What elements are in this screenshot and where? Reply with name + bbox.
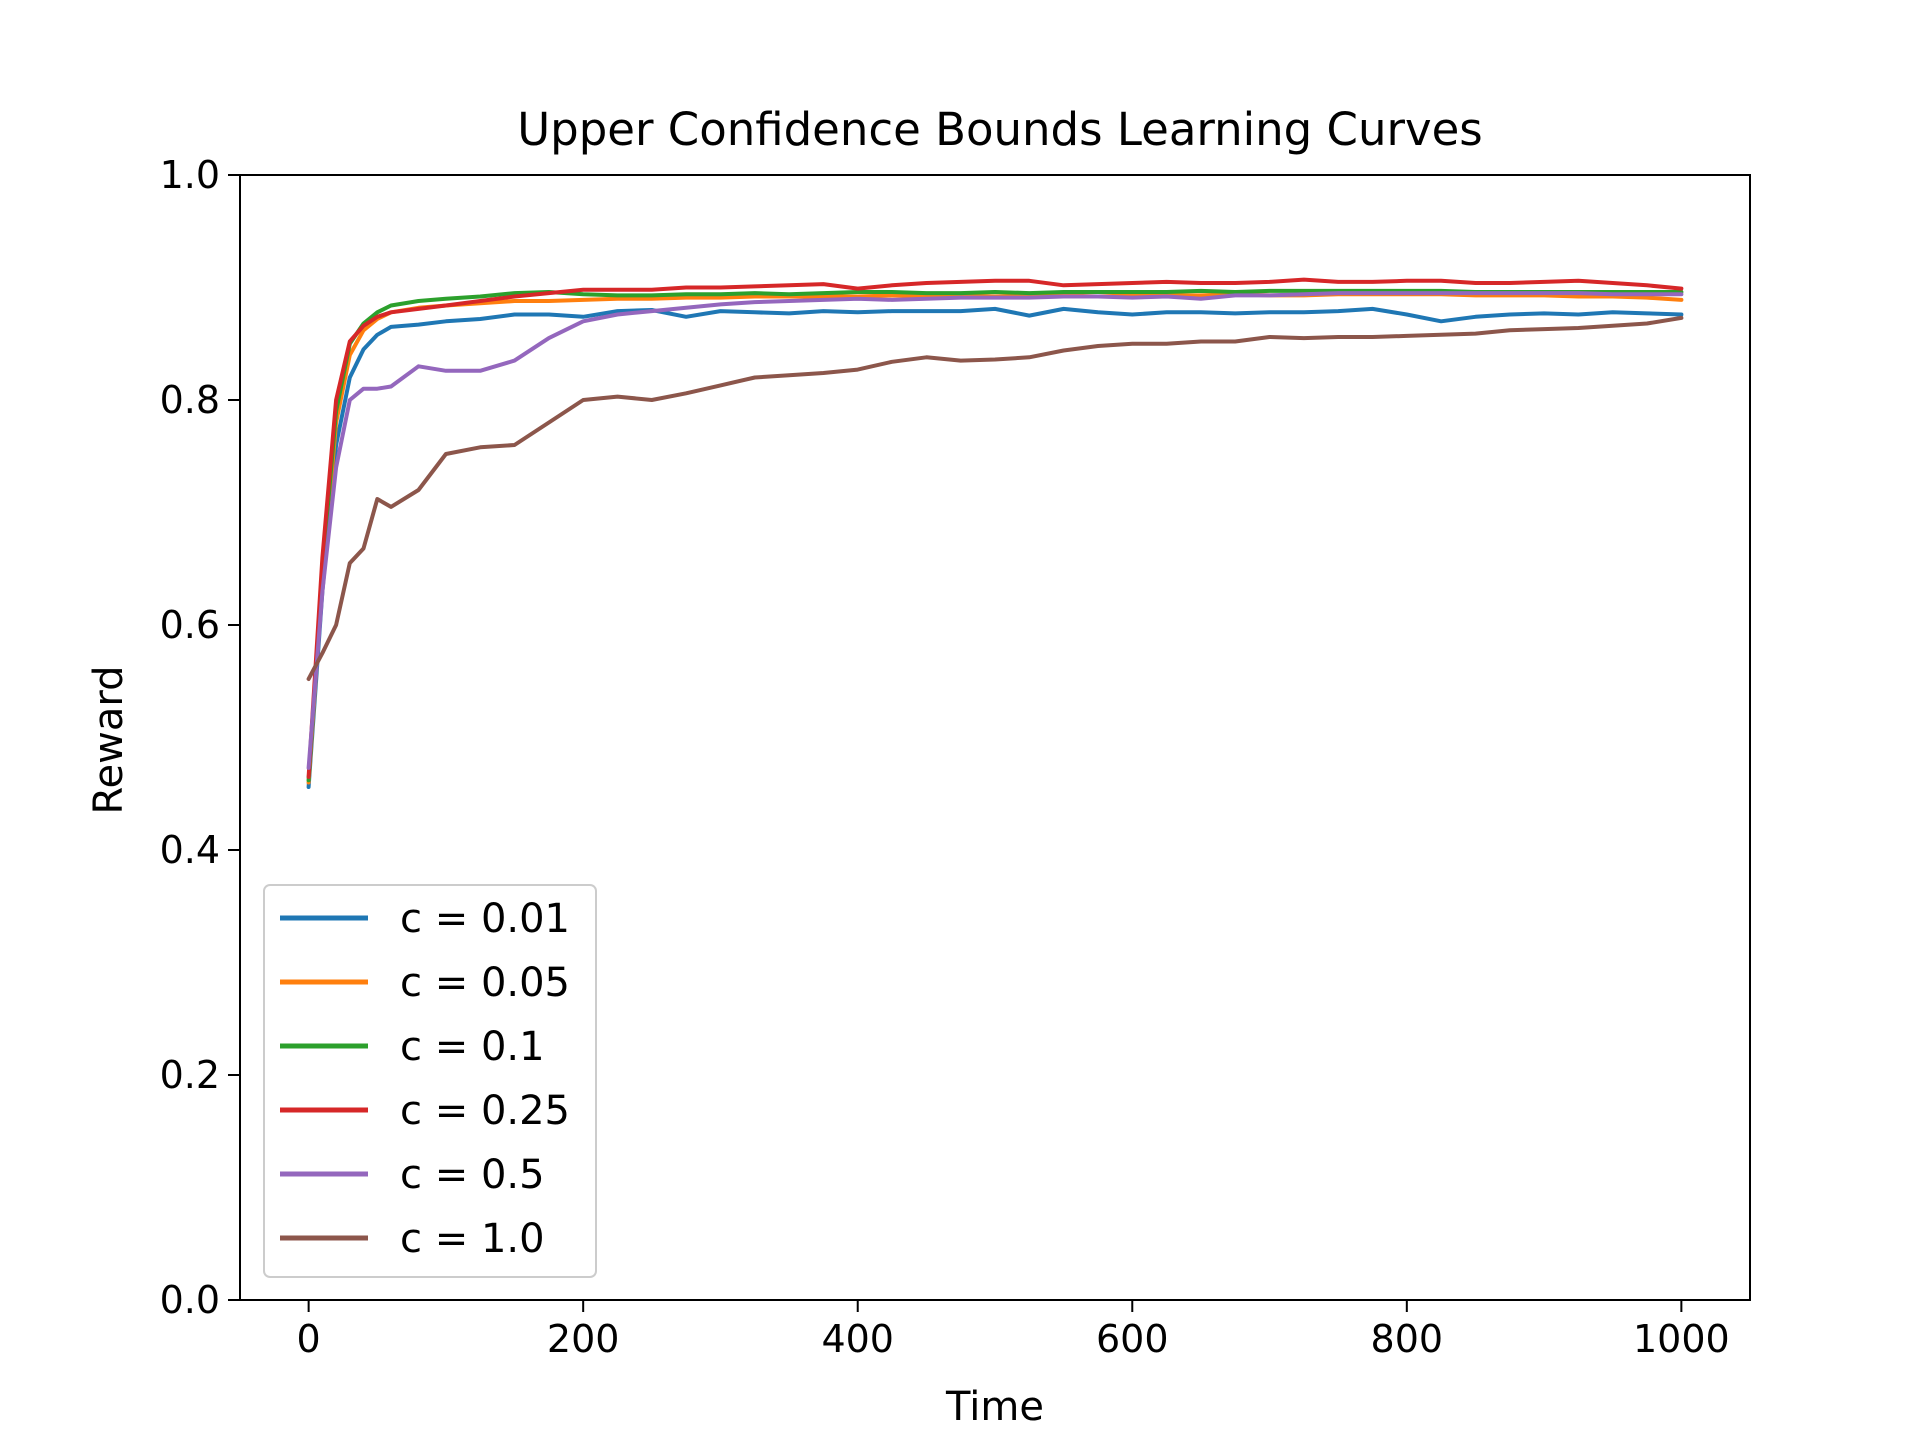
series-line-5 (306, 291, 1684, 770)
legend-items: c = 0.01 c = 0.05 c = 0.1 c = 0.25 c = 0.5 c … (280, 896, 570, 1262)
series-line-3 (306, 288, 1684, 783)
y-tick-label: 0.0 (160, 1278, 220, 1322)
y-tick-label: 0.8 (160, 378, 220, 422)
series-line-1 (306, 306, 1684, 789)
series-line-4 (306, 277, 1684, 779)
x-tick-label: 600 (1096, 1317, 1169, 1361)
legend-label-3: c = 0.1 (400, 1024, 545, 1070)
legend-label-6: c = 1.0 (400, 1216, 545, 1262)
legend: c = 0.01 c = 0.05 c = 0.1 c = 0.25 c = 0.5 c … (263, 884, 597, 1278)
x-tick-label: 800 (1371, 1317, 1444, 1361)
y-tick-label: 1.0 (160, 153, 220, 197)
legend-label-5: c = 0.5 (400, 1152, 545, 1198)
legend-label-1: c = 0.01 (400, 896, 570, 942)
x-tick-label: 200 (547, 1317, 620, 1361)
legend-label-4: c = 0.25 (400, 1088, 570, 1134)
y-tick-label: 0.6 (160, 603, 220, 647)
legend-label-2: c = 0.05 (400, 960, 570, 1006)
y-tick-label: 0.2 (160, 1053, 220, 1097)
plot-frame (239, 174, 1751, 1301)
x-tick-label: 0 (297, 1317, 321, 1361)
x-axis: 0 200 400 600 800 1000 (297, 1300, 1730, 1361)
x-axis-label: Time (945, 1384, 1044, 1430)
y-axis: 0.0 0.2 0.4 0.6 0.8 1.0 (160, 153, 240, 1322)
x-tick-label: 1000 (1633, 1317, 1730, 1361)
x-tick-label: 400 (821, 1317, 894, 1361)
series-line-6 (306, 315, 1684, 681)
series-layer (306, 277, 1684, 789)
chart-title: Upper Confidence Bounds Learning Curves (517, 103, 1483, 156)
y-tick-label: 0.4 (160, 828, 220, 872)
y-axis-label: Reward (86, 666, 132, 815)
